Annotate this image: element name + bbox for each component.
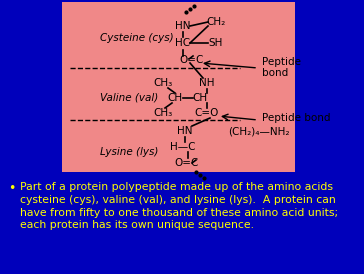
Text: CH₂: CH₂	[206, 17, 226, 27]
Text: Lysine (lys): Lysine (lys)	[100, 147, 158, 157]
Text: O=C: O=C	[179, 55, 203, 65]
Text: SH: SH	[209, 38, 223, 48]
Text: O=C: O=C	[174, 158, 198, 168]
Text: C=O: C=O	[195, 108, 219, 118]
Text: CH: CH	[167, 93, 183, 103]
Text: CH: CH	[193, 93, 207, 103]
Text: Peptide bond: Peptide bond	[262, 113, 331, 123]
Bar	[62, 2, 295, 172]
Text: Valine (val): Valine (val)	[100, 93, 158, 103]
Text: CH₃: CH₃	[153, 78, 173, 88]
Text: bond: bond	[262, 68, 288, 78]
Text: HN: HN	[177, 126, 193, 136]
Text: Peptide: Peptide	[262, 57, 301, 67]
Text: Cysteine (cys): Cysteine (cys)	[100, 33, 174, 43]
Text: NH: NH	[199, 78, 215, 88]
Text: (CH₂)₄—NH₂: (CH₂)₄—NH₂	[228, 126, 289, 136]
Text: •: •	[8, 182, 15, 195]
Text: Part of a protein polypeptide made up of the amino acids
cysteine (cys), valine : Part of a protein polypeptide made up of…	[20, 182, 338, 230]
Text: HN: HN	[175, 21, 191, 31]
Text: CH₃: CH₃	[153, 108, 173, 118]
Text: H—C: H—C	[170, 142, 196, 152]
Text: HC: HC	[175, 38, 191, 48]
